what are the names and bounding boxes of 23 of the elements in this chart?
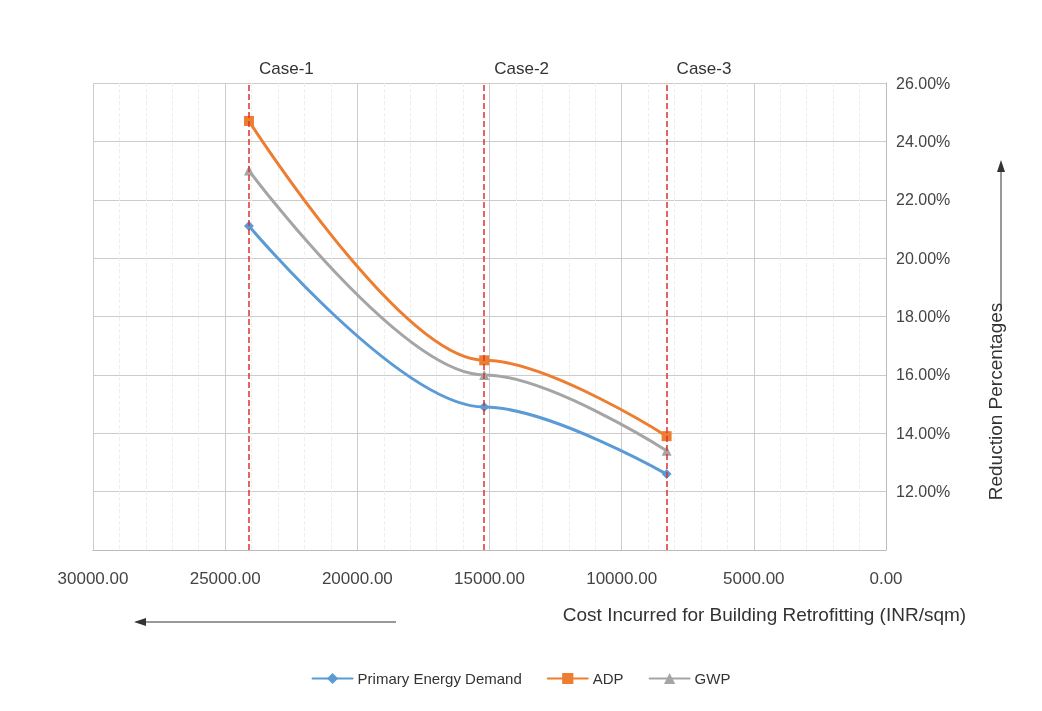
- ref-line-label: Case-1: [258, 59, 314, 78]
- legend-label: Primary Energy Demand: [357, 670, 522, 687]
- ref-line-label: Case-2: [494, 59, 550, 78]
- x-tick-label: 5000.00: [723, 569, 785, 588]
- x-axis-title: Cost Incurred for Building Retrofitting (INR/sqm): [562, 604, 967, 625]
- y-tick-label: 24.00%: [896, 132, 951, 150]
- y-tick-label: 22.00%: [896, 191, 951, 209]
- y-tick-label: 26.00%: [896, 74, 951, 92]
- x-tick-label: 20000.00: [321, 569, 393, 588]
- x-tick-label: 10000.00: [586, 569, 658, 588]
- y-tick-label: 20.00%: [896, 249, 951, 267]
- x-tick-label: 0.00: [869, 569, 903, 588]
- x-tick-label: 30000.00: [57, 569, 129, 588]
- y-tick-label: 12.00%: [896, 483, 951, 501]
- x-tick-label: 15000.00: [454, 569, 525, 588]
- legend-label: ADP: [592, 670, 624, 687]
- x-tick-label: 25000.00: [189, 569, 261, 588]
- ref-line-label: Case-3: [676, 59, 732, 78]
- y-axis-title: Reduction Percentages: [985, 302, 1006, 501]
- y-tick-label: 16.00%: [896, 366, 951, 384]
- legend-label: GWP: [694, 670, 731, 687]
- y-tick-label: 14.00%: [896, 424, 951, 442]
- y-tick-label: 18.00%: [896, 308, 951, 325]
